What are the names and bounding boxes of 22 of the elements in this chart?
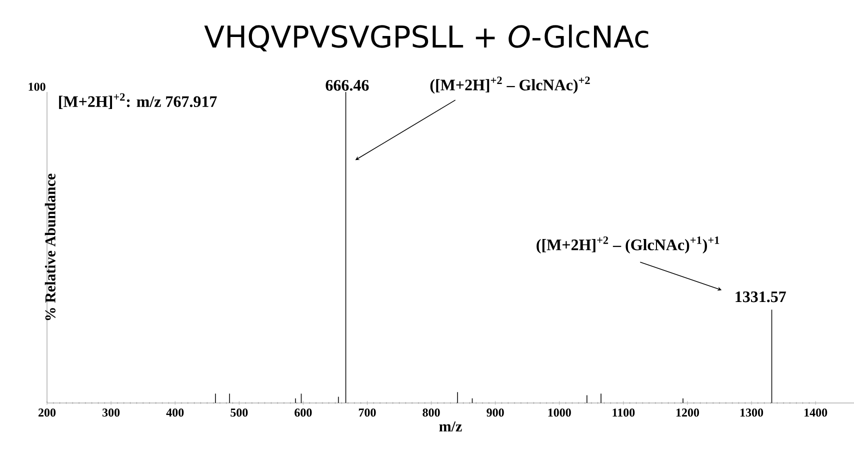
x-tick-label: 1000 [548,408,571,417]
x-tick-label: 1100 [612,408,635,417]
text: 666.46 [326,80,369,91]
text: 100 [28,82,46,91]
x-tick-label: 1300 [740,408,764,417]
chart-title: VHQVPVSVGPSLL + O-GlcNAc [204,24,648,52]
x-axis-title: m/z [439,421,462,432]
x-tick-label: 400 [166,408,184,417]
annotation: [M+2H]$^{+2}$: m/z 767.917 [59,93,217,110]
x-tick-label: 800 [422,408,440,417]
annotation: ([M+2H]$^{+2}$ – GlcNAc)$^{+2}$ [430,76,590,94]
x-tick-label: 700 [358,408,376,417]
x-tick-label: 300 [102,408,120,417]
annotation: 1331.57 [736,291,786,302]
x-tick-label: 500 [230,408,248,417]
x-tick-label: 1400 [804,408,828,417]
x-tick-label: 200 [38,408,56,417]
x-tick-label: 1200 [676,408,700,417]
y-axis-title: % Relative Abundance [44,174,56,320]
annotation: ([M+2H]$^{+2}$ – (GlcNAc)$^{+1}$)$^{+1}$ [536,236,720,254]
x-tick-label: 900 [486,408,504,417]
x-tick-label: 600 [294,408,312,417]
